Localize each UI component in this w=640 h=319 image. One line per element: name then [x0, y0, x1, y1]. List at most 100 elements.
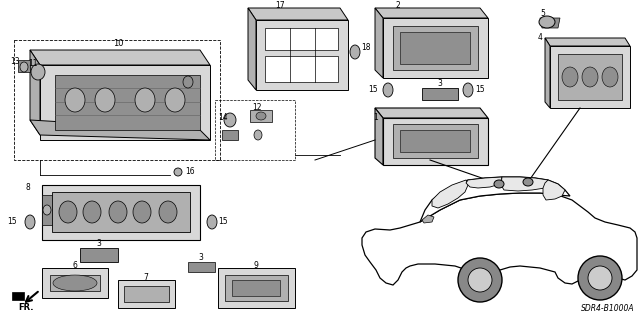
Polygon shape: [375, 8, 488, 18]
Polygon shape: [501, 177, 548, 191]
Text: 16: 16: [185, 167, 195, 176]
Ellipse shape: [494, 180, 504, 188]
Polygon shape: [30, 50, 40, 135]
Ellipse shape: [562, 67, 578, 87]
Circle shape: [578, 256, 622, 300]
Text: 3: 3: [438, 79, 442, 88]
Ellipse shape: [383, 83, 393, 97]
Text: 8: 8: [25, 182, 30, 191]
Polygon shape: [232, 280, 280, 296]
Polygon shape: [466, 177, 502, 188]
Ellipse shape: [602, 67, 618, 87]
Polygon shape: [375, 108, 383, 165]
Text: 15: 15: [475, 85, 484, 94]
Polygon shape: [543, 180, 565, 200]
Polygon shape: [400, 130, 470, 152]
Text: 9: 9: [253, 261, 259, 270]
Text: 12: 12: [252, 103, 262, 113]
Polygon shape: [40, 65, 210, 140]
Polygon shape: [42, 195, 52, 225]
Polygon shape: [422, 215, 434, 223]
Text: 11: 11: [28, 58, 38, 68]
Polygon shape: [256, 20, 348, 90]
Text: 4: 4: [537, 33, 542, 42]
Polygon shape: [118, 280, 175, 308]
Ellipse shape: [350, 45, 360, 59]
Polygon shape: [393, 124, 478, 158]
Text: 2: 2: [395, 2, 400, 11]
Polygon shape: [248, 8, 348, 20]
Text: 10: 10: [113, 39, 124, 48]
Polygon shape: [222, 130, 238, 140]
Polygon shape: [362, 193, 637, 285]
Ellipse shape: [53, 275, 97, 291]
Ellipse shape: [159, 201, 177, 223]
Polygon shape: [188, 262, 215, 272]
Polygon shape: [400, 32, 470, 64]
Polygon shape: [375, 108, 488, 118]
Ellipse shape: [43, 205, 51, 215]
Polygon shape: [30, 50, 210, 65]
Text: 15: 15: [369, 85, 378, 94]
Ellipse shape: [59, 201, 77, 223]
Polygon shape: [225, 275, 288, 301]
Ellipse shape: [463, 83, 473, 97]
Polygon shape: [558, 54, 622, 100]
Ellipse shape: [539, 16, 555, 28]
Text: 14: 14: [218, 114, 228, 122]
Text: 6: 6: [72, 261, 77, 270]
Polygon shape: [30, 120, 210, 140]
Polygon shape: [124, 286, 169, 302]
Ellipse shape: [135, 88, 155, 112]
Polygon shape: [265, 28, 338, 50]
Polygon shape: [375, 8, 383, 78]
Ellipse shape: [174, 168, 182, 176]
Ellipse shape: [25, 215, 35, 229]
Polygon shape: [540, 18, 560, 28]
Ellipse shape: [95, 88, 115, 112]
Ellipse shape: [65, 88, 85, 112]
Ellipse shape: [83, 201, 101, 223]
Ellipse shape: [20, 62, 28, 72]
Circle shape: [588, 266, 612, 290]
Polygon shape: [432, 180, 468, 208]
Text: SDR4-B1000A: SDR4-B1000A: [581, 304, 635, 313]
Text: 3: 3: [198, 254, 204, 263]
Text: 5: 5: [541, 10, 545, 19]
Ellipse shape: [582, 67, 598, 87]
Ellipse shape: [165, 88, 185, 112]
Polygon shape: [55, 75, 200, 130]
Polygon shape: [248, 8, 256, 90]
Text: 15: 15: [8, 218, 17, 226]
Polygon shape: [550, 46, 630, 108]
Polygon shape: [52, 192, 190, 232]
Ellipse shape: [224, 113, 236, 127]
Polygon shape: [18, 60, 30, 72]
Circle shape: [468, 268, 492, 292]
Ellipse shape: [523, 178, 533, 186]
Polygon shape: [393, 26, 478, 70]
Polygon shape: [420, 177, 570, 222]
Ellipse shape: [183, 76, 193, 88]
Polygon shape: [42, 268, 108, 298]
Polygon shape: [383, 18, 488, 78]
Polygon shape: [545, 38, 630, 46]
Polygon shape: [422, 88, 458, 100]
Text: 18: 18: [361, 43, 371, 53]
Ellipse shape: [207, 215, 217, 229]
Polygon shape: [50, 275, 100, 291]
Polygon shape: [265, 56, 338, 82]
Polygon shape: [383, 118, 488, 165]
Text: 17: 17: [275, 2, 285, 11]
Ellipse shape: [254, 130, 262, 140]
Text: 1: 1: [373, 114, 378, 122]
Text: FR.: FR.: [19, 303, 34, 313]
Polygon shape: [80, 248, 118, 262]
Ellipse shape: [31, 64, 45, 80]
Polygon shape: [42, 185, 200, 240]
Text: 7: 7: [143, 272, 148, 281]
Circle shape: [458, 258, 502, 302]
Bar: [12, 292, 24, 300]
Ellipse shape: [109, 201, 127, 223]
Text: 15: 15: [218, 218, 228, 226]
